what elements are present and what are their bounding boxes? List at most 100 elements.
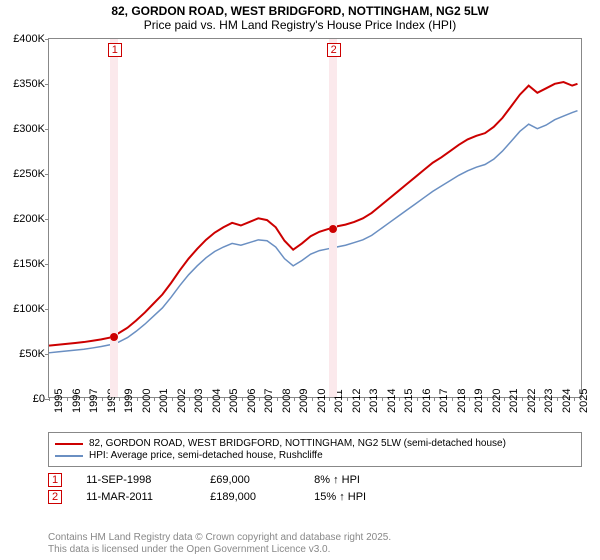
- x-tick-mark: [294, 397, 295, 401]
- sale-row-1: 1 11-SEP-1998 £69,000 8% ↑ HPI: [48, 473, 582, 487]
- x-tick-label: 2022: [526, 389, 538, 413]
- x-tick-label: 1999: [123, 389, 135, 413]
- legend-row-price: 82, GORDON ROAD, WEST BRIDGFORD, NOTTING…: [55, 438, 575, 449]
- x-tick-label: 2013: [368, 389, 380, 413]
- sale-marker-2: 2: [48, 490, 62, 504]
- x-tick-mark: [364, 397, 365, 401]
- x-tick-mark: [67, 397, 68, 401]
- x-tick-label: 1995: [53, 389, 65, 413]
- x-tick-label: 2000: [141, 389, 153, 413]
- x-tick-mark: [382, 397, 383, 401]
- y-tick-mark: [45, 309, 49, 310]
- x-tick-label: 2012: [351, 389, 363, 413]
- x-tick-label: 2008: [281, 389, 293, 413]
- x-tick-mark: [277, 397, 278, 401]
- x-tick-mark: [417, 397, 418, 401]
- legend: 82, GORDON ROAD, WEST BRIDGFORD, NOTTING…: [48, 432, 582, 507]
- x-tick-label: 2010: [316, 389, 328, 413]
- legend-label-price: 82, GORDON ROAD, WEST BRIDGFORD, NOTTING…: [89, 438, 506, 449]
- x-tick-label: 2003: [193, 389, 205, 413]
- x-tick-mark: [259, 397, 260, 401]
- x-tick-label: 2021: [508, 389, 520, 413]
- x-tick-label: 2009: [298, 389, 310, 413]
- x-tick-mark: [84, 397, 85, 401]
- sale-point: [329, 225, 337, 233]
- x-tick-mark: [539, 397, 540, 401]
- title-line-2: Price paid vs. HM Land Registry's House …: [8, 18, 592, 32]
- x-tick-mark: [102, 397, 103, 401]
- x-tick-label: 2017: [438, 389, 450, 413]
- legend-swatch-hpi: [55, 455, 83, 457]
- x-tick-label: 2002: [176, 389, 188, 413]
- chart-container: 82, GORDON ROAD, WEST BRIDGFORD, NOTTING…: [0, 0, 600, 560]
- y-tick-label: £0: [1, 393, 45, 405]
- y-tick-label: £150K: [1, 258, 45, 270]
- title-line-1: 82, GORDON ROAD, WEST BRIDGFORD, NOTTING…: [8, 4, 592, 18]
- attribution-line-1: Contains HM Land Registry data © Crown c…: [48, 532, 391, 544]
- x-tick-mark: [172, 397, 173, 401]
- x-tick-mark: [399, 397, 400, 401]
- y-tick-mark: [45, 354, 49, 355]
- sale-marker: 1: [108, 43, 122, 57]
- x-tick-label: 2004: [211, 389, 223, 413]
- legend-label-hpi: HPI: Average price, semi-detached house,…: [89, 450, 323, 461]
- y-tick-label: £50K: [1, 348, 45, 360]
- sale-marker: 2: [327, 43, 341, 57]
- x-tick-label: 2025: [578, 389, 590, 413]
- x-tick-label: 2023: [543, 389, 555, 413]
- x-tick-mark: [329, 397, 330, 401]
- x-tick-mark: [434, 397, 435, 401]
- x-tick-label: 2005: [228, 389, 240, 413]
- y-tick-mark: [45, 219, 49, 220]
- x-tick-mark: [224, 397, 225, 401]
- x-tick-label: 2016: [421, 389, 433, 413]
- sale-price-1: £69,000: [210, 474, 290, 486]
- x-tick-label: 2018: [456, 389, 468, 413]
- plot-area: £0£50K£100K£150K£200K£250K£300K£350K£400…: [48, 38, 582, 398]
- y-tick-mark: [45, 129, 49, 130]
- x-tick-mark: [49, 397, 50, 401]
- sale-price-2: £189,000: [210, 491, 290, 503]
- x-tick-mark: [557, 397, 558, 401]
- sale-band: [110, 39, 118, 397]
- x-tick-label: 2019: [473, 389, 485, 413]
- x-tick-mark: [119, 397, 120, 401]
- sale-hpi-1: 8% ↑ HPI: [314, 474, 404, 486]
- legend-swatch-price: [55, 443, 83, 445]
- y-tick-label: £400K: [1, 33, 45, 45]
- x-tick-mark: [574, 397, 575, 401]
- legend-row-hpi: HPI: Average price, semi-detached house,…: [55, 450, 575, 461]
- x-tick-mark: [312, 397, 313, 401]
- y-tick-mark: [45, 174, 49, 175]
- y-tick-label: £100K: [1, 303, 45, 315]
- x-tick-label: 2020: [491, 389, 503, 413]
- x-tick-label: 2015: [403, 389, 415, 413]
- x-tick-label: 1996: [71, 389, 83, 413]
- series-line-hpi: [49, 111, 577, 353]
- x-tick-mark: [469, 397, 470, 401]
- sale-row-2: 2 11-MAR-2011 £189,000 15% ↑ HPI: [48, 490, 582, 504]
- y-tick-mark: [45, 39, 49, 40]
- y-tick-label: £200K: [1, 213, 45, 225]
- legend-series-box: 82, GORDON ROAD, WEST BRIDGFORD, NOTTING…: [48, 432, 582, 467]
- x-tick-mark: [487, 397, 488, 401]
- x-tick-label: 1997: [88, 389, 100, 413]
- x-tick-mark: [504, 397, 505, 401]
- x-tick-mark: [137, 397, 138, 401]
- y-tick-label: £300K: [1, 123, 45, 135]
- x-tick-label: 2014: [386, 389, 398, 413]
- sale-band: [329, 39, 337, 397]
- series-line-price_paid: [49, 82, 577, 346]
- x-tick-mark: [452, 397, 453, 401]
- sale-date-2: 11-MAR-2011: [86, 491, 186, 503]
- y-tick-label: £350K: [1, 78, 45, 90]
- sale-date-1: 11-SEP-1998: [86, 474, 186, 486]
- x-tick-mark: [242, 397, 243, 401]
- line-svg: [49, 39, 581, 398]
- y-tick-mark: [45, 84, 49, 85]
- y-tick-label: £250K: [1, 168, 45, 180]
- x-tick-label: 2024: [561, 389, 573, 413]
- x-tick-mark: [347, 397, 348, 401]
- title-block: 82, GORDON ROAD, WEST BRIDGFORD, NOTTING…: [0, 0, 600, 34]
- attribution: Contains HM Land Registry data © Crown c…: [48, 532, 391, 556]
